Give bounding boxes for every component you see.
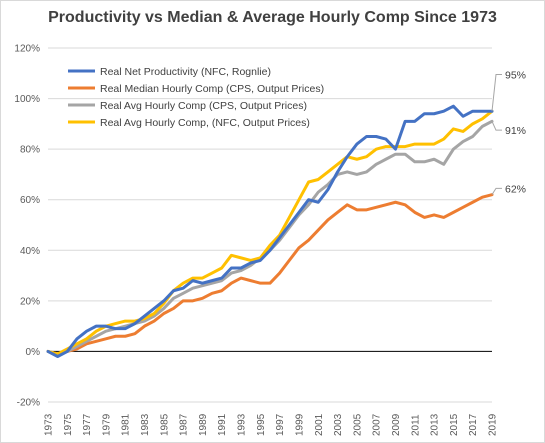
series-line-1 — [46, 193, 494, 356]
x-tick-label: 2013 — [430, 413, 441, 436]
x-tick-label: 1975 — [63, 413, 74, 436]
x-tick-label: 2009 — [391, 413, 402, 436]
x-tick-label: 2005 — [352, 413, 363, 436]
legend-entry: Real Net Productivity (NFC, Rognlie) — [100, 66, 271, 78]
x-tick-label: 1997 — [275, 413, 286, 436]
y-tick-label: -20% — [17, 398, 40, 409]
x-tick-label: 2017 — [468, 413, 479, 436]
chart-title: Productivity vs Median & Average Hourly … — [48, 9, 497, 26]
legend-entry: Real Median Hourly Comp (CPS, Output Pri… — [100, 83, 324, 95]
x-tick-label: 2015 — [449, 413, 460, 436]
legend-entry: Real Avg Hourly Comp (CPS, Output Prices… — [100, 100, 307, 112]
legend-entry: Real Avg Hourly Comp, (NFC, Output Price… — [100, 117, 310, 129]
x-tick-label: 2001 — [314, 413, 325, 436]
x-tick-label: 1999 — [294, 413, 305, 436]
x-tick-label: 1979 — [101, 413, 112, 436]
x-tick-label: 1977 — [82, 413, 93, 436]
x-tick-label: 1987 — [179, 413, 190, 436]
y-tick-label: 100% — [14, 94, 40, 105]
y-tick-label: 0% — [26, 347, 41, 358]
y-tick-label: 40% — [20, 246, 40, 257]
y-tick-label: 20% — [20, 296, 40, 307]
end-value-label: 62% — [505, 183, 526, 195]
callout-leader — [491, 187, 502, 195]
x-tick-label: 1995 — [256, 413, 267, 436]
end-value-label: 91% — [505, 125, 526, 137]
x-tick-label: 1991 — [217, 413, 228, 436]
x-tick-label: 1993 — [237, 413, 248, 436]
x-tick-label: 2019 — [488, 413, 499, 436]
x-tick-label: 1983 — [140, 413, 151, 436]
end-value-label: 95% — [505, 70, 526, 82]
x-tick-label: 2003 — [333, 413, 344, 436]
x-tick-label: 1985 — [159, 413, 170, 436]
x-tick-label: 2007 — [372, 413, 383, 436]
series-line-3 — [46, 109, 494, 356]
series-line-2 — [46, 119, 494, 356]
y-tick-label: 120% — [14, 44, 40, 55]
y-tick-label: 60% — [20, 195, 40, 206]
callout-leader — [491, 74, 502, 112]
series-line-0 — [46, 104, 494, 358]
y-tick-label: 80% — [20, 145, 40, 156]
x-tick-label: 1989 — [198, 413, 209, 436]
x-tick-label: 1981 — [121, 413, 132, 436]
callout-leader — [491, 121, 502, 131]
x-tick-label: 2011 — [410, 414, 421, 436]
x-tick-label: 1973 — [44, 413, 55, 436]
